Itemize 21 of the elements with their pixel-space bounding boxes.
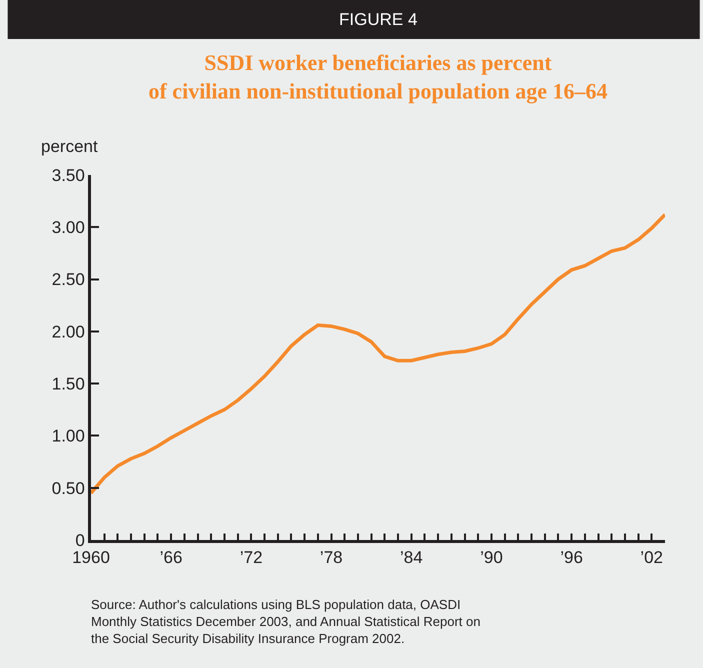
y-tick-label: 0.50 (52, 478, 85, 498)
chart-title: SSDI worker beneficiaries as percent of civilian non-institutional population age 16–64 (148, 50, 608, 104)
x-tick-label: 1960 (72, 548, 110, 568)
x-tick-label: ’96 (560, 548, 583, 568)
y-tick-label: 1.00 (52, 426, 85, 446)
y-axis-title: percent (41, 137, 98, 156)
x-tick-label: ’02 (640, 548, 663, 568)
x-tick-label: ’90 (480, 548, 503, 568)
y-tick-label: 3.50 (52, 166, 85, 185)
y-tick-label: 1.50 (52, 374, 85, 394)
y-tick-label: 2.50 (52, 270, 85, 290)
y-tick-label: 3.00 (52, 218, 85, 238)
caption: FIGURE 4 (339, 10, 418, 29)
y-tick-label: 2.00 (52, 322, 85, 342)
x-tick-label: ’72 (240, 548, 263, 568)
x-tick-label: ’66 (160, 548, 182, 568)
x-tick-label: ’84 (400, 548, 423, 568)
line-series (91, 212, 665, 495)
source-note: Source: Author's calculations using BLS population data, OASDI Monthly Statistics December 2003, and Annual Statistical Report on the Social Security Disability Insurance Program 2002. (91, 597, 480, 646)
y-tick-label: 0 (75, 530, 85, 550)
x-tick-label: ’78 (320, 548, 343, 568)
